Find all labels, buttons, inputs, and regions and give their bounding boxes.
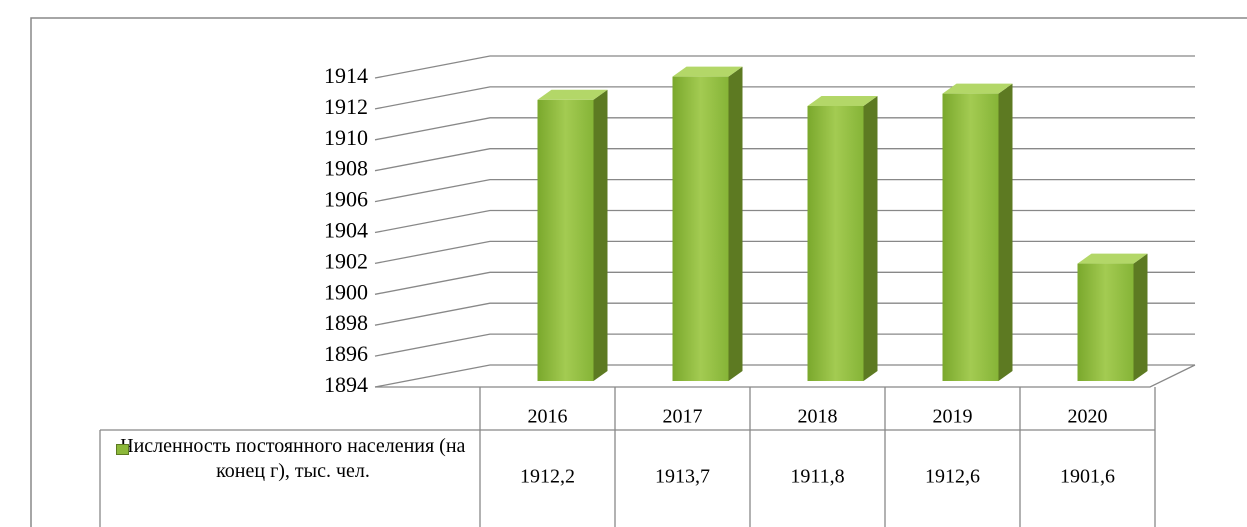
grid-line bbox=[374, 364, 1195, 388]
grid-line bbox=[374, 302, 1195, 326]
floor bbox=[375, 364, 1196, 388]
grid-line bbox=[374, 117, 1195, 141]
x-tick-label: 2018 bbox=[798, 406, 838, 428]
grid-line bbox=[374, 148, 1195, 172]
grid-line bbox=[374, 240, 1195, 265]
bar-top bbox=[942, 83, 1013, 94]
y-tick-label: 1912 bbox=[324, 94, 368, 119]
y-tick-label: 1894 bbox=[324, 372, 368, 397]
grid-line bbox=[374, 55, 1195, 79]
bar-side bbox=[728, 66, 743, 381]
y-tick-label: 1908 bbox=[324, 156, 368, 181]
legend-marker bbox=[116, 444, 129, 455]
bar-top bbox=[1077, 253, 1148, 264]
value-label: 1912,2 bbox=[520, 466, 575, 488]
bar-side bbox=[593, 89, 608, 381]
grid-line bbox=[374, 86, 1195, 110]
legend: Численность постоянного населения (на ко… bbox=[110, 434, 476, 484]
value-label: 1912,6 bbox=[925, 466, 980, 488]
value-label: 1911,8 bbox=[790, 466, 844, 488]
x-tick-label: 2016 bbox=[528, 406, 568, 428]
bar bbox=[537, 99, 594, 381]
bar-top bbox=[807, 95, 878, 106]
bar-side bbox=[998, 83, 1013, 381]
y-tick-label: 1906 bbox=[324, 187, 368, 212]
x-tick-label: 2017 bbox=[663, 406, 703, 428]
y-tick-label: 1896 bbox=[324, 341, 368, 366]
bar bbox=[807, 105, 864, 382]
y-tick-label: 1902 bbox=[324, 248, 368, 273]
legend-label: Численность постоянного населения (на ко… bbox=[120, 435, 466, 482]
x-tick-label: 2019 bbox=[933, 406, 973, 428]
y-tick-label: 1904 bbox=[324, 218, 368, 243]
grid-line bbox=[374, 333, 1195, 357]
grid-line bbox=[374, 271, 1195, 295]
grid-line bbox=[374, 209, 1195, 234]
y-tick-label: 1910 bbox=[324, 125, 368, 150]
bar-top bbox=[537, 89, 608, 100]
value-label: 1913,7 bbox=[655, 466, 710, 488]
y-tick-label: 1900 bbox=[324, 279, 368, 304]
grid-line bbox=[374, 178, 1195, 203]
bar-side bbox=[1133, 253, 1148, 381]
y-tick-label: 1898 bbox=[324, 310, 368, 335]
chart-border bbox=[30, 17, 1247, 527]
value-label: 1901,6 bbox=[1060, 466, 1115, 488]
y-tick-label: 1914 bbox=[324, 63, 368, 88]
bar bbox=[672, 76, 729, 381]
bar-top bbox=[672, 66, 743, 77]
x-tick-label: 2020 bbox=[1068, 406, 1108, 428]
bar-side bbox=[863, 95, 878, 382]
bar bbox=[942, 93, 999, 381]
bar bbox=[1077, 263, 1134, 381]
